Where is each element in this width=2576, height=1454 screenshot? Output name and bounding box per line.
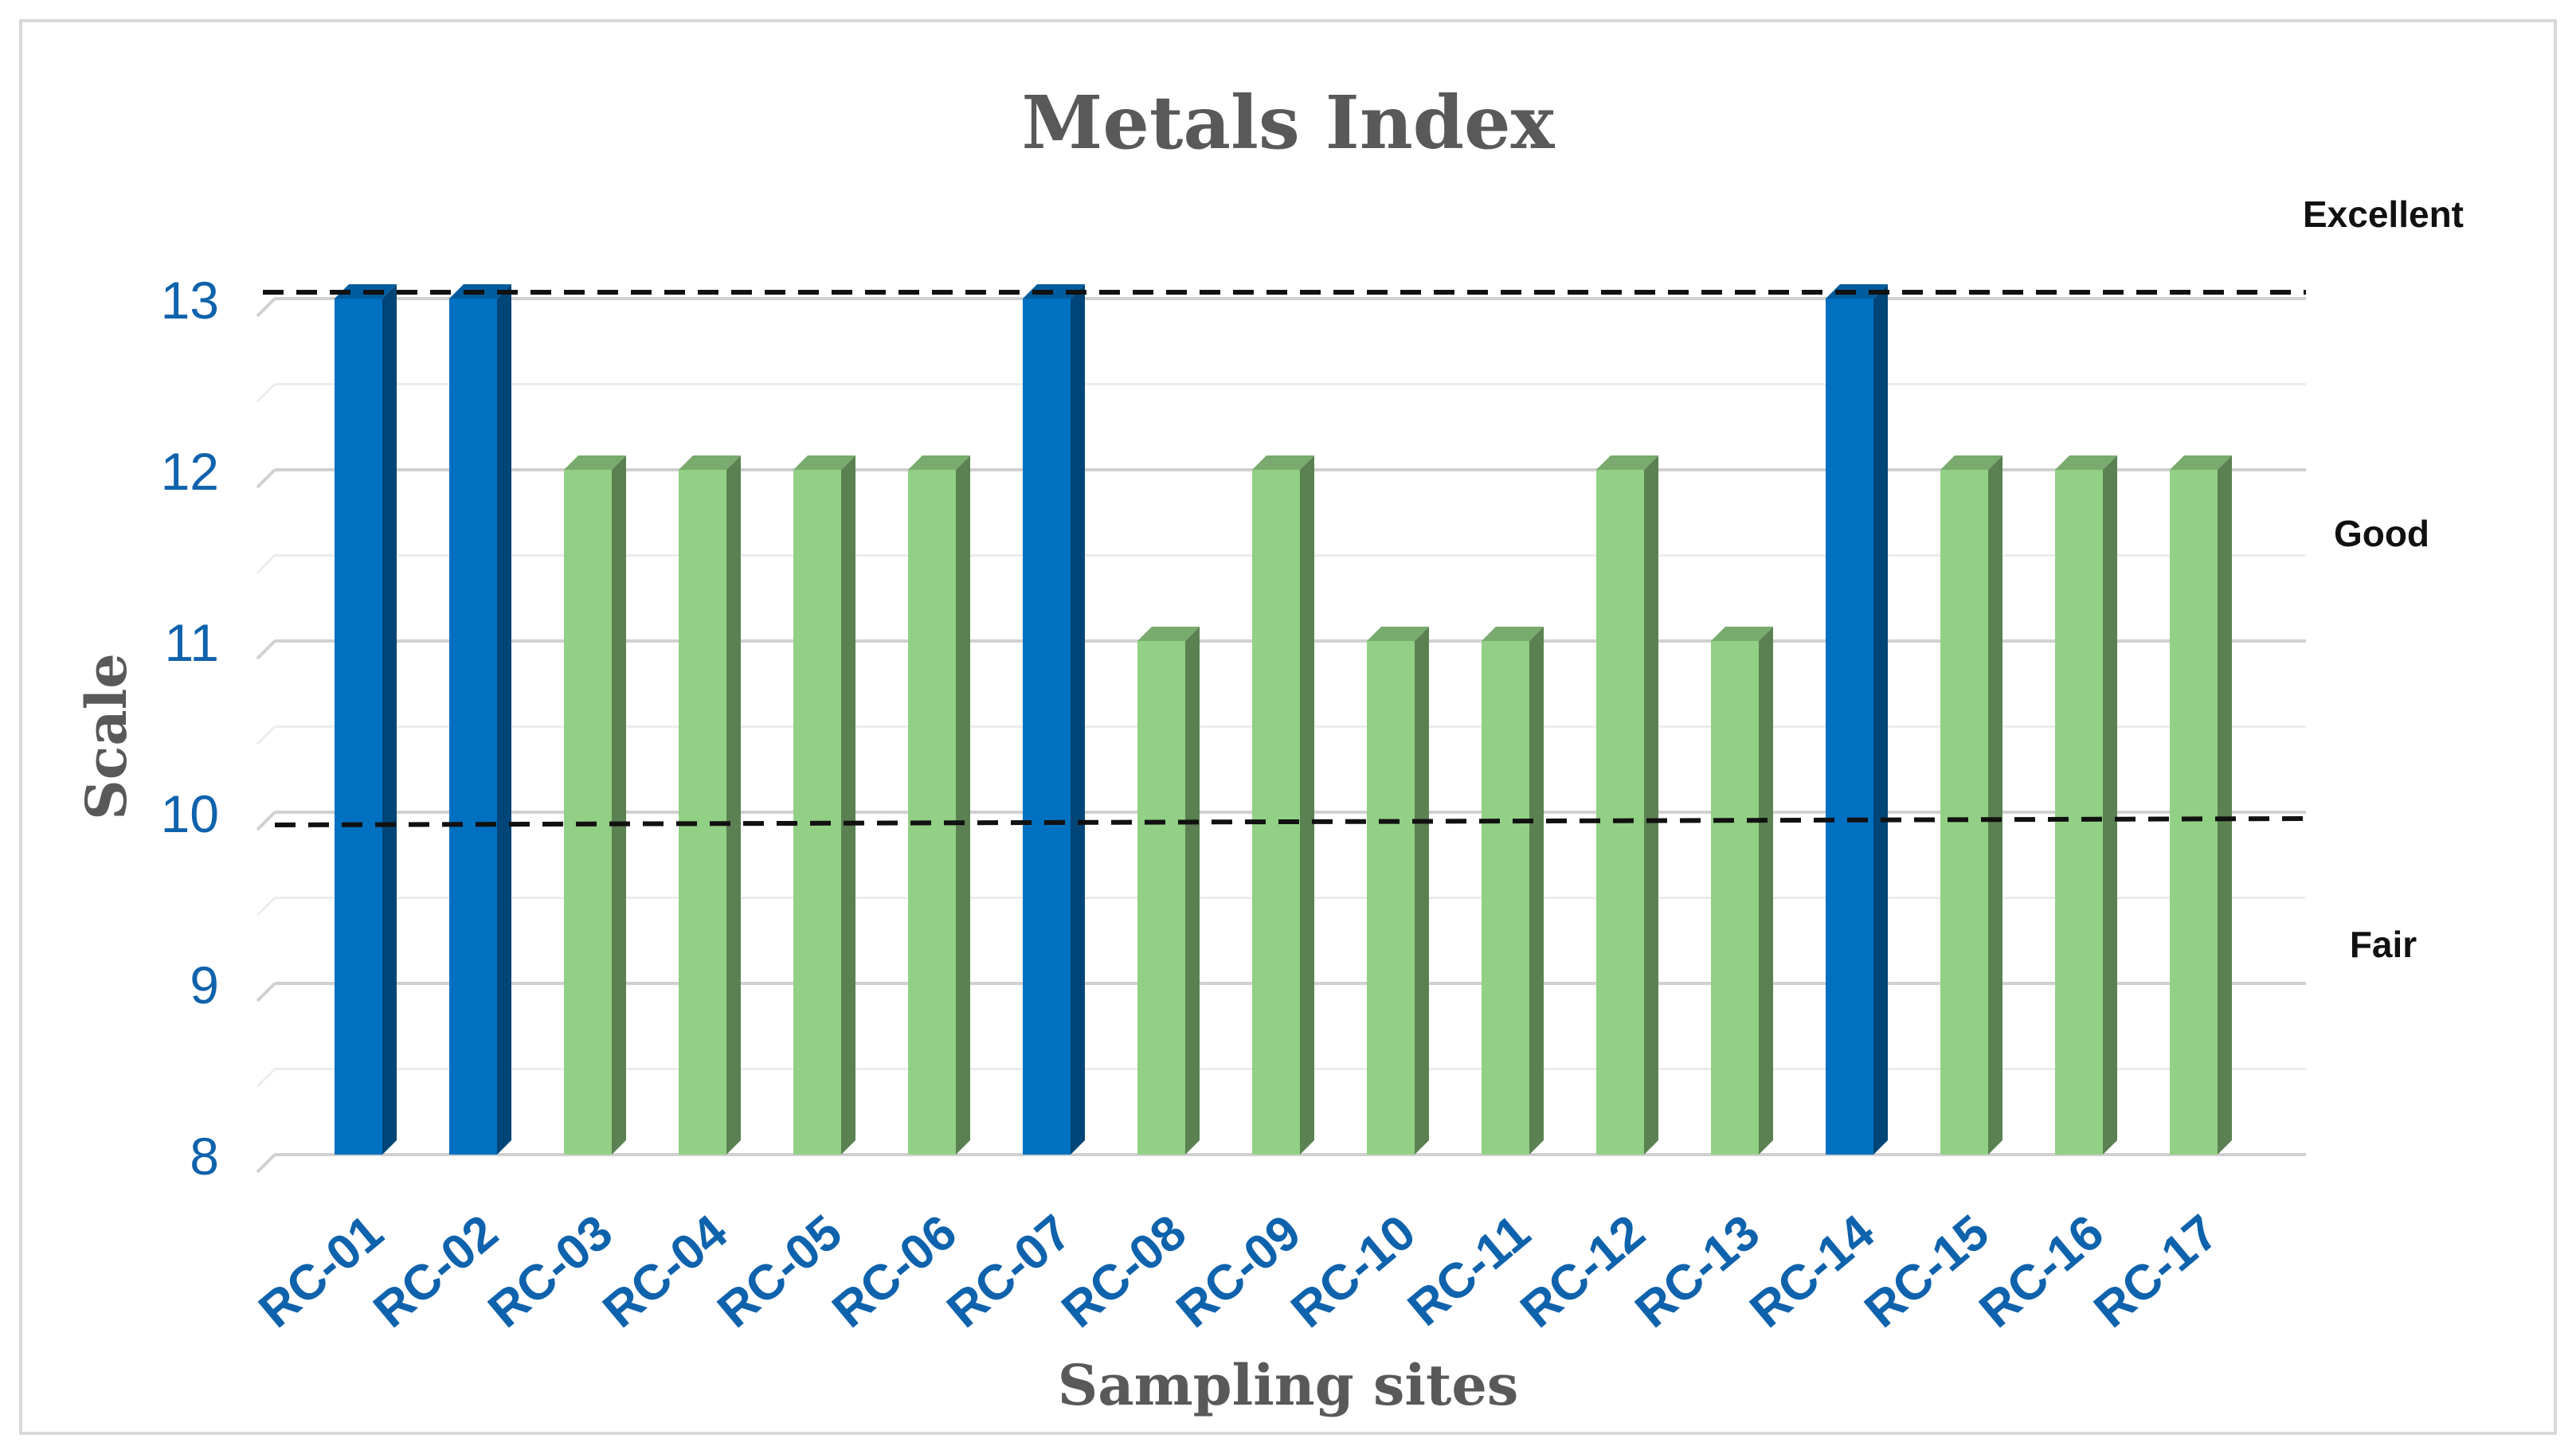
bar-side — [497, 284, 511, 1155]
bar-side — [956, 455, 970, 1155]
bar-side — [2103, 455, 2117, 1155]
bar-side — [1759, 627, 1773, 1155]
bar — [335, 299, 382, 1155]
y-tick-label: 9 — [190, 956, 219, 1014]
y-tick-label: 10 — [161, 784, 219, 843]
bar-side — [726, 455, 741, 1155]
bar-side — [1300, 455, 1314, 1155]
bar — [679, 470, 726, 1155]
gridline-depth — [256, 725, 276, 745]
bar-side — [612, 455, 626, 1155]
bar-top — [1711, 627, 1773, 641]
bar — [1596, 470, 1644, 1155]
bar — [1137, 641, 1185, 1155]
bar-top — [1596, 455, 1658, 470]
gridline-depth — [256, 811, 276, 831]
bar — [1252, 470, 1300, 1155]
bar-top — [1367, 627, 1429, 641]
y-axis-ticks: 8 9 10 11 12 13 — [161, 271, 219, 1186]
bar-top — [1482, 627, 1544, 641]
bar — [1826, 299, 1873, 1155]
bar — [1482, 641, 1529, 1155]
bars — [335, 284, 2232, 1155]
bar-side — [1873, 284, 1888, 1155]
bar — [793, 470, 841, 1155]
bar — [1711, 641, 1759, 1155]
gridline-depth — [256, 383, 276, 403]
y-tick-label: 11 — [164, 613, 219, 672]
bar-side — [1644, 455, 1658, 1155]
bar-side — [841, 455, 855, 1155]
bar-top — [2170, 455, 2232, 470]
gridline-depth — [256, 554, 276, 574]
bar-side — [382, 284, 397, 1155]
y-axis-title: Scale — [73, 653, 139, 820]
bar-side — [2218, 455, 2232, 1155]
reference-lines — [263, 290, 2307, 827]
y-tick-label: 12 — [161, 442, 219, 501]
bar-side — [1988, 455, 2002, 1155]
bar-top — [1023, 284, 1085, 299]
bar-top — [1826, 284, 1888, 299]
zone-label-fair: Fair — [2350, 924, 2417, 965]
bar — [908, 470, 956, 1155]
bar-side — [1415, 627, 1429, 1155]
bar-top — [1137, 627, 1200, 641]
gridline-depth — [256, 639, 276, 660]
bar-top — [2055, 455, 2117, 470]
bar — [1367, 641, 1415, 1155]
bar — [564, 470, 612, 1155]
bar-top — [564, 455, 626, 470]
bar-side — [1529, 627, 1544, 1155]
bar-top — [908, 455, 970, 470]
gridline-depth — [256, 897, 276, 917]
gridline-depth — [256, 1068, 276, 1088]
bar-top — [793, 455, 855, 470]
bar-side — [1071, 284, 1085, 1155]
gridline-depth — [256, 297, 276, 318]
bar — [2170, 470, 2218, 1155]
bar-top — [679, 455, 741, 470]
chart-title: Metals Index — [1022, 80, 1556, 166]
y-tick-label: 8 — [190, 1127, 219, 1186]
zone-label-good: Good — [2334, 513, 2429, 554]
y-tick-label: 13 — [161, 271, 219, 330]
bar-top — [1940, 455, 2002, 470]
gridline-depth — [256, 468, 276, 489]
bar — [1940, 470, 1988, 1155]
reference-line — [274, 816, 2307, 827]
bar — [1023, 299, 1071, 1155]
bar-top — [1252, 455, 1314, 470]
gridline-depth — [256, 1153, 276, 1174]
bar — [449, 299, 497, 1155]
gridline-depth — [256, 982, 276, 1003]
zone-label-excellent: Excellent — [2303, 193, 2464, 235]
x-axis-title: Sampling sites — [1058, 1352, 1519, 1418]
bar-side — [1185, 627, 1200, 1155]
bar — [2055, 470, 2103, 1155]
